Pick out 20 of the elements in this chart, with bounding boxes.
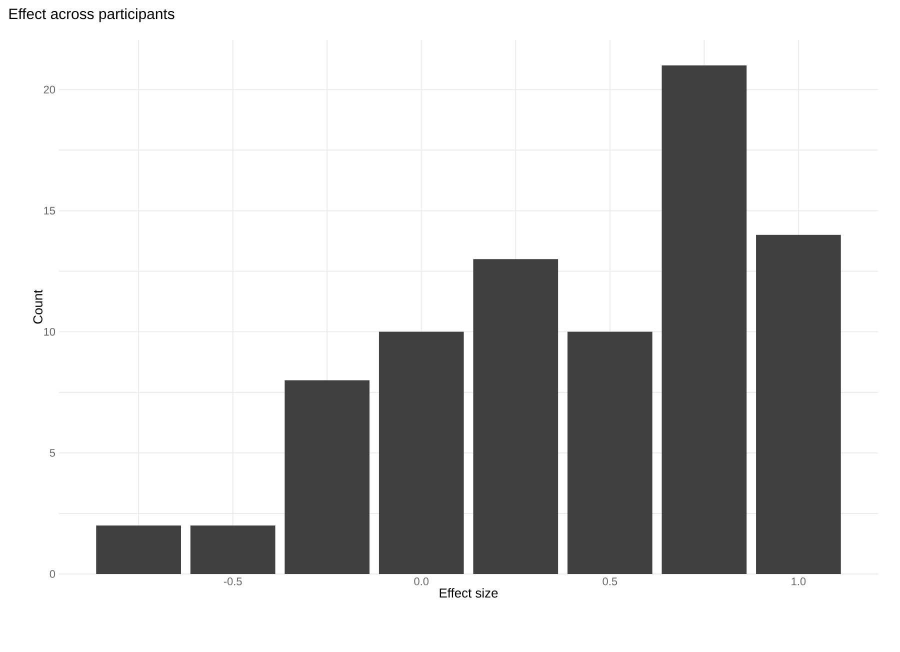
- bar: [662, 65, 747, 574]
- bar: [473, 259, 558, 574]
- y-tick-label: 20: [44, 86, 56, 94]
- bar: [756, 234, 841, 574]
- bar: [190, 526, 276, 574]
- bar: [96, 526, 181, 574]
- x-tick-label: 1.0: [792, 578, 806, 586]
- x-tick-label: 0.0: [414, 578, 429, 586]
- x-axis-title: Effect size: [440, 588, 498, 598]
- bar: [378, 332, 464, 574]
- chart-title: Effect across participants: [9, 8, 174, 22]
- y-tick-label: 0: [50, 570, 56, 578]
- y-tick-label: 5: [50, 449, 56, 457]
- y-axis-title: Count: [33, 290, 42, 324]
- y-tick-label: 15: [44, 206, 56, 215]
- y-tick-label: 10: [44, 328, 56, 336]
- bar: [567, 332, 652, 574]
- x-tick-label: -0.5: [224, 578, 242, 586]
- x-tick-label: 0.5: [602, 578, 618, 586]
- bar: [284, 380, 370, 574]
